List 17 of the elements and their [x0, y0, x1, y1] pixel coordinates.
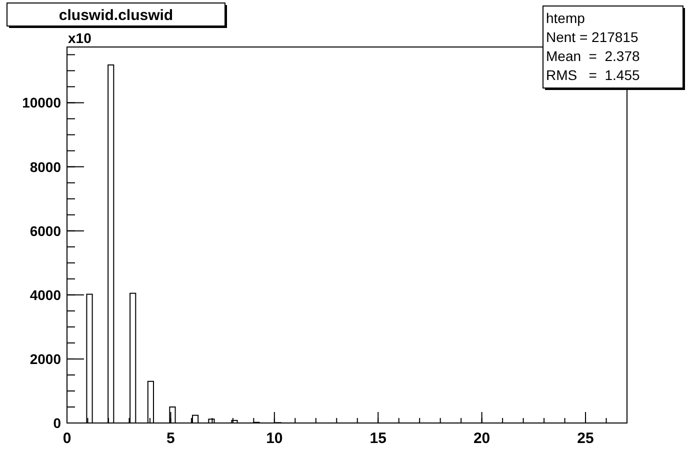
y-tick-label: 8000 — [30, 158, 62, 175]
chart-title: cluswid.cluswid — [58, 7, 174, 24]
y-tick-label: 10000 — [22, 94, 62, 111]
y-tick-label: 4000 — [30, 286, 62, 303]
text: htemp — [546, 10, 586, 26]
x-tick-label: 10 — [266, 430, 283, 447]
x-tick-label: 20 — [473, 430, 490, 447]
annotation: RMS = 1.455 — [546, 67, 640, 83]
x-tick-label: 5 — [166, 430, 175, 447]
x-tick-label: 25 — [577, 430, 594, 447]
y-tick-label: 6000 — [30, 222, 62, 239]
y-tick-label: 2000 — [30, 350, 62, 367]
annotation: Mean = 2.378 — [546, 48, 640, 64]
x-tick-label: 15 — [370, 430, 386, 447]
y-axis-title: x10 — [68, 30, 92, 46]
text: Nent = 217815 — [546, 29, 638, 45]
y-tick-label: 0 — [53, 415, 62, 431]
